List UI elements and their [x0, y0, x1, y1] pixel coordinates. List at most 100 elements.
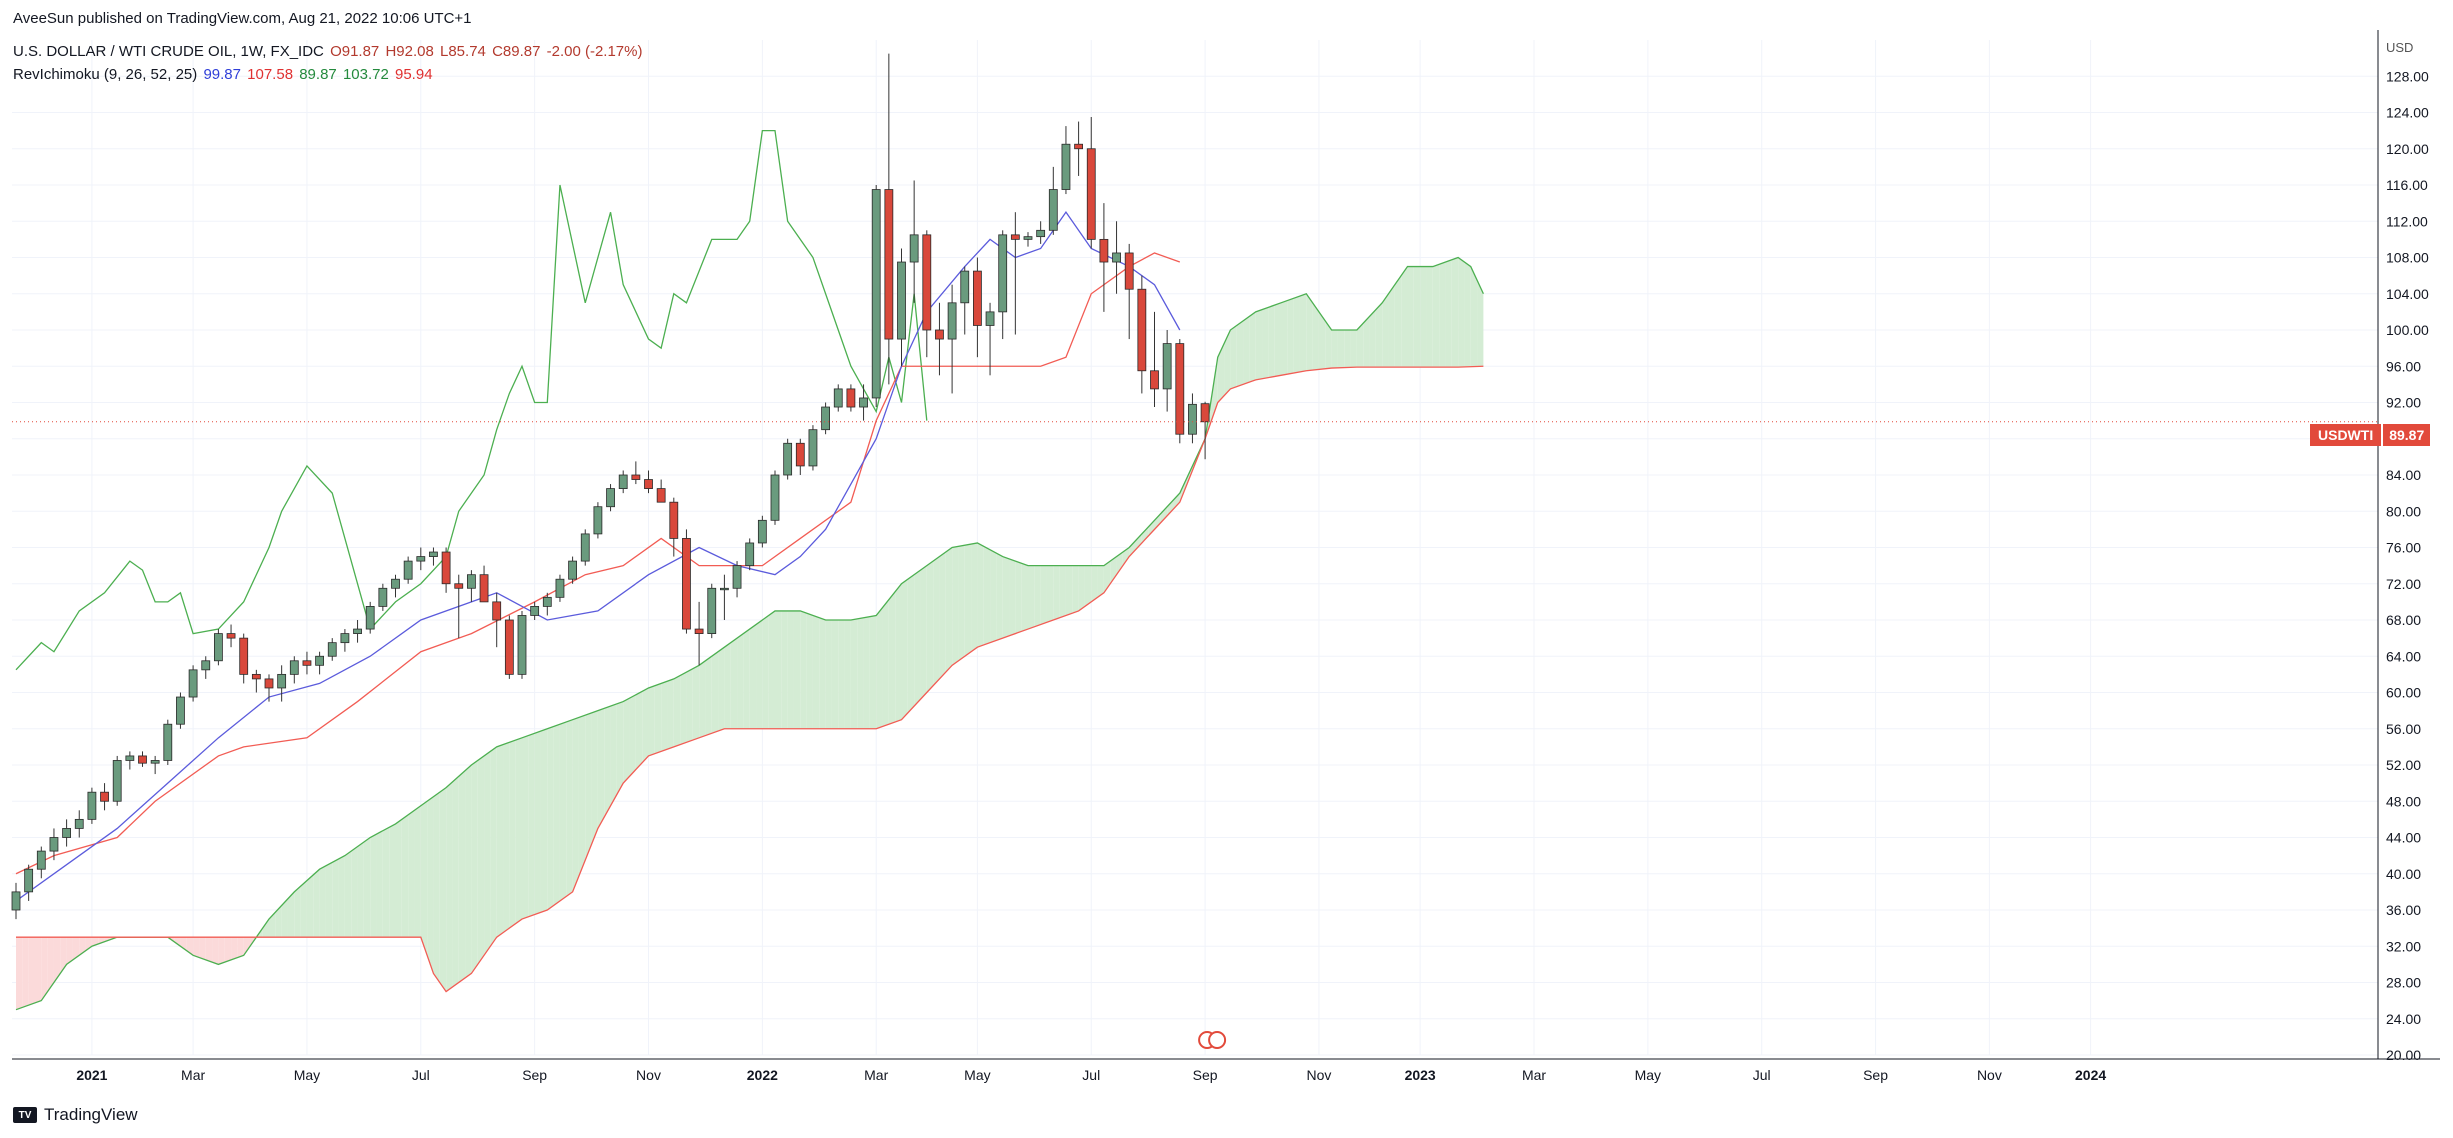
high-value: H92.08 [385, 43, 434, 60]
cloud-segment [41, 937, 48, 1001]
price-tick-label: 108.00 [2386, 250, 2429, 266]
indicator-legend[interactable]: RevIchimoku (9, 26, 52, 25) 99.87 107.58… [13, 66, 435, 83]
cloud-segment [313, 869, 320, 938]
indicator-value-2: 107.58 [247, 66, 294, 83]
candle-body [302, 660, 312, 666]
candle-body [783, 442, 793, 476]
candle-body [985, 311, 995, 326]
candle-body [365, 606, 375, 630]
cloud-segment [351, 846, 358, 938]
price-tick-label: 28.00 [2386, 975, 2421, 991]
cloud-segment [427, 796, 434, 974]
candle-body [353, 628, 362, 634]
last-price-value: 89.87 [2383, 424, 2431, 446]
candle-body [973, 270, 982, 326]
cloud-segment [559, 721, 567, 901]
candle-body [36, 850, 46, 870]
candle-body [138, 755, 147, 764]
cloud-segment [673, 675, 681, 747]
candle-body [1036, 229, 1046, 238]
cloud-segment [768, 610, 775, 729]
cloud-segment [1262, 307, 1269, 379]
candle-body [568, 560, 577, 580]
cloud-segment [939, 552, 946, 679]
cloud-segment [762, 615, 769, 729]
candle-body [277, 673, 287, 689]
candle-body [163, 723, 173, 761]
candle-body [1048, 189, 1058, 231]
cloud-segment [338, 855, 345, 938]
candle-body [429, 551, 438, 557]
time-tick-label: Nov [1306, 1067, 1331, 1083]
last-price-tag: USDWTI 89.87 [2310, 424, 2431, 446]
cloud-segment [743, 629, 750, 729]
cloud-segment [907, 574, 915, 713]
cloud-segment [484, 751, 491, 956]
cloud-segment [711, 651, 719, 734]
cloud-segment [1337, 330, 1345, 368]
cloud-segment [1451, 257, 1459, 368]
cloud-segment [1129, 540, 1136, 557]
cloud-segment [281, 898, 288, 938]
candle-body [87, 791, 97, 820]
cloud-segment [635, 691, 643, 770]
candle-body [707, 587, 717, 634]
time-tick-label: Jul [1753, 1067, 1771, 1083]
price-tick-label: 48.00 [2386, 793, 2421, 809]
time-tick-label: Sep [1863, 1067, 1888, 1083]
time-tick-label: 2021 [76, 1067, 107, 1083]
price-tick-label: 40.00 [2386, 866, 2421, 882]
cloud-segment [414, 805, 421, 938]
candle-body [821, 406, 830, 431]
cloud-segment [623, 698, 630, 784]
candle-body [745, 542, 755, 567]
cloud-segment [800, 610, 807, 729]
cloud-segment [781, 610, 788, 729]
cloud-segment [876, 607, 883, 729]
cloud-segment [53, 937, 61, 983]
cloud-segment [749, 624, 757, 729]
cloud-segment [477, 755, 485, 965]
cloud-segment [1148, 520, 1155, 537]
cloud-segment [654, 683, 662, 754]
cloud-segment [566, 719, 573, 897]
cloud-segment [1141, 527, 1149, 543]
cloud-segment [819, 617, 826, 729]
candle-body [315, 655, 325, 666]
candle-body [1124, 252, 1134, 290]
candle-body [555, 578, 565, 598]
candle-body [112, 760, 122, 802]
cloud-segment [1407, 266, 1414, 368]
candle-body [998, 234, 1008, 313]
currency-label: USD [2386, 40, 2414, 55]
price-tick-label: 80.00 [2386, 503, 2421, 519]
cloud-segment [496, 744, 504, 938]
footer-brand[interactable]: TV TradingView [13, 1105, 138, 1125]
axes: 20.00 24.00 28.00 32.00 36.00 40.00 44.00 48.00… [12, 30, 2440, 1083]
cloud-segment [933, 556, 940, 686]
cloud-segment [952, 546, 959, 666]
cloud-segment [977, 542, 984, 648]
cloud-segment [996, 553, 1003, 641]
candle-body [62, 828, 71, 838]
cloud-segment [224, 937, 232, 963]
symbol-name[interactable]: U.S. DOLLAR / WTI CRUDE OIL, 1W, FX_IDC [13, 43, 324, 60]
cloud-segment [705, 656, 712, 736]
brand-name[interactable]: TradingView [44, 1105, 138, 1124]
candle-body [340, 633, 350, 644]
cloud-segment [243, 937, 251, 956]
indicator-value-5: 95.94 [395, 66, 433, 83]
cloud-segment [1477, 280, 1484, 367]
cloud-segment [1135, 533, 1142, 550]
indicator-name[interactable]: RevIchimoku (9, 26, 52, 25) [13, 66, 198, 83]
cloud-segment [1211, 357, 1218, 421]
cloud-segment [401, 814, 409, 938]
price-tick-label: 36.00 [2386, 902, 2421, 918]
time-tick-label: May [294, 1067, 320, 1083]
candle-body [669, 501, 679, 539]
symbol-legend[interactable]: U.S. DOLLAR / WTI CRUDE OIL, 1W, FX_IDC … [13, 43, 644, 60]
tradingview-logo-icon: TV [13, 1107, 37, 1123]
cloud-segment [1116, 552, 1123, 575]
candle-body [1061, 143, 1071, 190]
